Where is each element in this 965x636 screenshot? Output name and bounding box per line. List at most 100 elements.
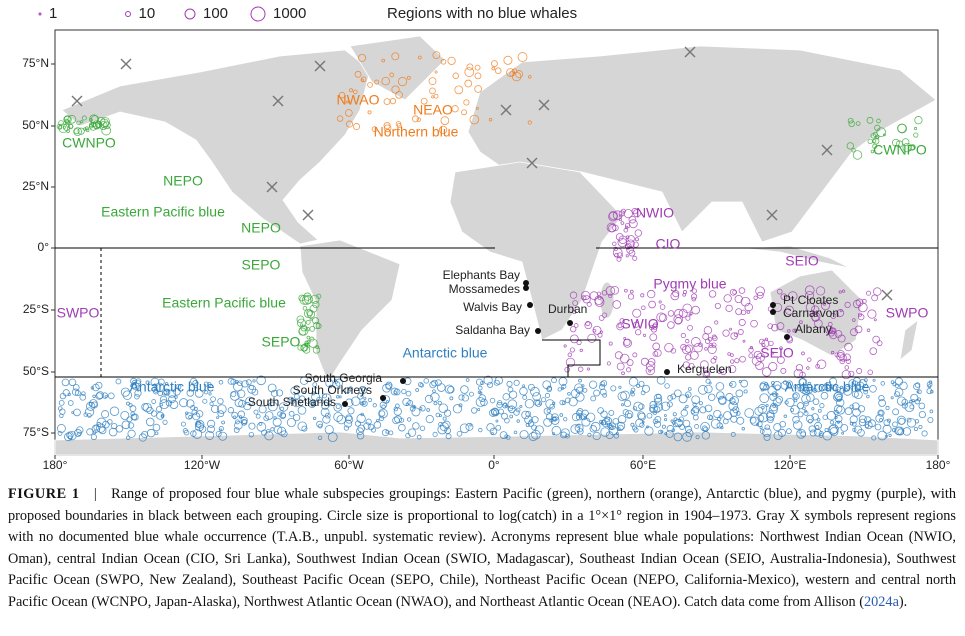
catch-dot: [218, 380, 224, 385]
caption-tail: ).: [898, 593, 908, 610]
catch-dot: [685, 354, 692, 361]
catch-dot: [296, 315, 305, 324]
catch-dot: [130, 382, 137, 389]
catch-dot: [565, 357, 576, 368]
catch-dot: [447, 56, 456, 65]
catch-dot: [190, 404, 196, 411]
catch-dot: [612, 210, 623, 221]
site-marker: [567, 320, 573, 326]
catch-dot: [280, 412, 286, 419]
catch-dot: [807, 381, 812, 386]
catch-dot: [68, 123, 74, 129]
catch-dot: [708, 393, 716, 402]
catch-dot: [764, 424, 771, 430]
catch-dot: [89, 122, 98, 131]
catch-dot: [704, 347, 708, 351]
catch-dot: [755, 352, 765, 362]
catch-dot: [557, 387, 562, 392]
catch-dot: [834, 420, 843, 429]
catch-dot: [735, 308, 743, 316]
catch-dot: [621, 208, 626, 214]
x-tick-label: 120°E: [774, 458, 807, 472]
catch-dot: [389, 98, 397, 105]
catch-dot: [392, 416, 400, 425]
catch-dot: [349, 88, 354, 93]
catch-dot: [621, 371, 625, 376]
catch-dot: [660, 401, 671, 411]
catch-dot: [238, 399, 246, 408]
catch-dot: [345, 414, 353, 422]
catch-dot: [846, 142, 854, 150]
catch-dot: [311, 392, 321, 402]
catch-dot: [215, 430, 222, 437]
catch-dot: [649, 406, 655, 412]
catch-dot: [688, 313, 692, 317]
catch-dot: [748, 353, 754, 359]
catch-dot: [614, 351, 623, 360]
x-tick-label: 0°: [488, 458, 500, 472]
catch-dot: [918, 402, 926, 410]
catch-dot: [425, 414, 434, 424]
catch-dot: [115, 425, 124, 433]
catch-dot: [626, 412, 633, 419]
catch-dot: [707, 414, 713, 421]
catch-dot: [866, 394, 870, 399]
catch-dot: [748, 347, 754, 353]
region-label: SEPO: [242, 257, 281, 273]
catch-dot: [551, 425, 562, 436]
catch-dot: [601, 312, 608, 318]
catch-dot: [613, 433, 619, 439]
catch-dot: [765, 403, 769, 407]
catch-dot: [405, 390, 412, 397]
catch-dot: [152, 423, 161, 432]
catch-dot: [509, 414, 514, 419]
catch-dot: [644, 426, 654, 436]
catch-dot: [628, 215, 637, 224]
catch-dot: [313, 321, 321, 329]
catch-dot: [833, 392, 843, 402]
catch-dot: [874, 423, 882, 431]
catch-dot: [740, 296, 751, 307]
catch-dot: [493, 409, 500, 416]
catch-dot: [616, 421, 626, 431]
catch-dot: [617, 323, 623, 329]
catch-dot: [727, 352, 731, 356]
catch-dot: [433, 401, 438, 406]
catch-dot: [563, 344, 567, 348]
region-label: Eastern Pacific blue: [101, 204, 225, 220]
catch-dot: [674, 389, 682, 398]
catch-dot: [471, 407, 478, 414]
catch-dot: [483, 375, 493, 385]
catch-dot: [728, 382, 733, 387]
catch-dot: [596, 291, 601, 296]
x-mark: [881, 289, 893, 301]
catch-dot: [754, 406, 764, 416]
catch-dot: [190, 377, 198, 385]
catch-dot: [335, 404, 341, 410]
catch-dot: [308, 400, 316, 408]
catch-dot: [828, 377, 838, 386]
catch-dot: [264, 431, 274, 441]
catch-dot: [673, 432, 683, 442]
catch-dot: [67, 400, 74, 406]
catch-dot: [506, 68, 515, 77]
catch-dot: [81, 115, 87, 121]
catch-dot: [785, 380, 793, 388]
catch-dot: [658, 429, 663, 435]
catch-dot: [701, 425, 708, 432]
catch-dot: [465, 422, 474, 431]
catch-dot: [72, 384, 80, 391]
catch-dot: [58, 399, 65, 406]
caption-link[interactable]: 2024a: [863, 593, 899, 610]
catch-dot: [877, 409, 885, 417]
catch-dot: [428, 77, 437, 86]
catch-dot: [806, 393, 815, 402]
catch-dot: [469, 114, 480, 125]
catch-dot: [237, 410, 246, 418]
catch-dot: [847, 117, 854, 124]
catch-dot: [582, 295, 591, 304]
legend-label: 10: [139, 5, 156, 22]
catch-dot: [401, 388, 407, 395]
catch-dot: [580, 413, 587, 421]
catch-dot: [515, 70, 524, 79]
